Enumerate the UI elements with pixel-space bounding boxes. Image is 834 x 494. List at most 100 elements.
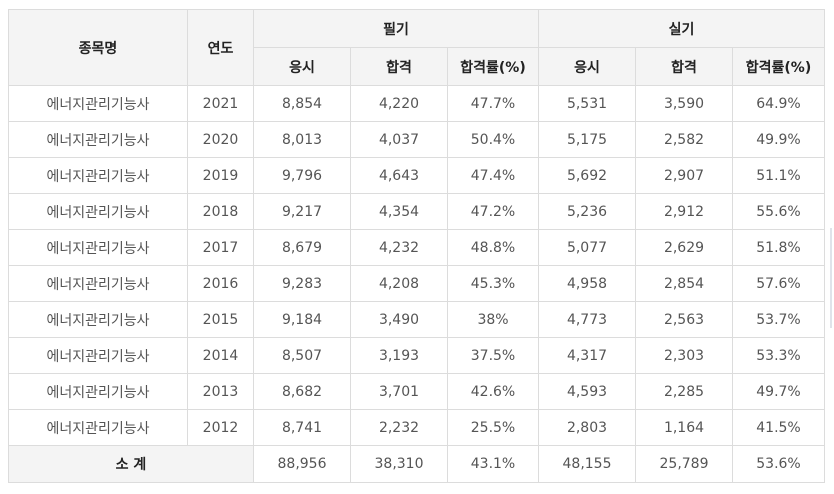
- practical-rate-cell: 55.6%: [732, 193, 825, 230]
- total-practical-applicants: 48,155: [538, 445, 636, 483]
- header-practical-rate: 합격률(%): [732, 47, 825, 86]
- written-applicants-cell: 9,283: [253, 265, 351, 302]
- item-name-cell: 에너지관리기능사: [8, 193, 188, 230]
- practical-rate-cell: 49.9%: [732, 121, 825, 158]
- table-row: 에너지관리기능사 2015 9,184 3,490 38% 4,773 2,563 53.7%: [8, 301, 825, 338]
- table-row: 에너지관리기능사 2020 8,013 4,037 50.4% 5,175 2,582 49.…: [8, 121, 825, 158]
- table-row: 에너지관리기능사 2018 9,217 4,354 47.2% 5,236 2,912 55.…: [8, 193, 825, 230]
- practical-passed-cell: 2,303: [635, 337, 733, 374]
- practical-passed-cell: 3,590: [635, 85, 733, 122]
- item-name-cell: 에너지관리기능사: [8, 229, 188, 266]
- item-name-cell: 에너지관리기능사: [8, 301, 188, 338]
- written-passed-cell: 4,208: [350, 265, 448, 302]
- written-applicants-cell: 8,682: [253, 373, 351, 410]
- practical-rate-cell: 53.3%: [732, 337, 825, 374]
- header-written-rate: 합격률(%): [447, 47, 539, 86]
- written-passed-cell: 2,232: [350, 409, 448, 446]
- practical-passed-cell: 2,563: [635, 301, 733, 338]
- practical-applicants-cell: 2,803: [538, 409, 636, 446]
- written-passed-cell: 4,037: [350, 121, 448, 158]
- item-name-cell: 에너지관리기능사: [8, 265, 188, 302]
- written-rate-cell: 37.5%: [447, 337, 539, 374]
- practical-passed-cell: 2,912: [635, 193, 733, 230]
- table-row: 에너지관리기능사 2016 9,283 4,208 45.3% 4,958 2,854 57.…: [8, 265, 825, 302]
- item-name-cell: 에너지관리기능사: [8, 409, 188, 446]
- year-cell: 2021: [187, 85, 254, 122]
- practical-rate-cell: 51.8%: [732, 229, 825, 266]
- year-cell: 2013: [187, 373, 254, 410]
- written-rate-cell: 25.5%: [447, 409, 539, 446]
- written-applicants-cell: 9,217: [253, 193, 351, 230]
- written-applicants-cell: 8,507: [253, 337, 351, 374]
- header-year: 연도: [187, 9, 254, 86]
- table-row: 에너지관리기능사 2021 8,854 4,220 47.7% 5,531 3,590 64.…: [8, 85, 825, 122]
- written-passed-cell: 4,220: [350, 85, 448, 122]
- header-written-applicants: 응시: [253, 47, 351, 86]
- practical-rate-cell: 41.5%: [732, 409, 825, 446]
- written-rate-cell: 50.4%: [447, 121, 539, 158]
- total-practical-rate: 53.6%: [732, 445, 825, 483]
- practical-applicants-cell: 5,077: [538, 229, 636, 266]
- written-rate-cell: 38%: [447, 301, 539, 338]
- written-applicants-cell: 9,796: [253, 157, 351, 194]
- header-practical-applicants: 응시: [538, 47, 636, 86]
- written-passed-cell: 4,354: [350, 193, 448, 230]
- table-row: 에너지관리기능사 2017 8,679 4,232 48.8% 5,077 2,629 51.…: [8, 229, 825, 266]
- written-rate-cell: 47.2%: [447, 193, 539, 230]
- table-header: 종목명 연도 필기 실기 응시 합격 합격률(%) 응시 합격 합격률(%): [8, 9, 825, 86]
- practical-applicants-cell: 4,593: [538, 373, 636, 410]
- header-practical: 실기: [538, 9, 825, 48]
- written-rate-cell: 47.4%: [447, 157, 539, 194]
- table-row: 에너지관리기능사 2012 8,741 2,232 25.5% 2,803 1,164 41.…: [8, 409, 825, 446]
- year-cell: 2020: [187, 121, 254, 158]
- written-passed-cell: 4,232: [350, 229, 448, 266]
- practical-passed-cell: 2,285: [635, 373, 733, 410]
- practical-applicants-cell: 4,773: [538, 301, 636, 338]
- year-cell: 2014: [187, 337, 254, 374]
- practical-passed-cell: 2,582: [635, 121, 733, 158]
- item-name-cell: 에너지관리기능사: [8, 121, 188, 158]
- year-cell: 2018: [187, 193, 254, 230]
- item-name-cell: 에너지관리기능사: [8, 157, 188, 194]
- exam-stats-table-container: 종목명 연도 필기 실기 응시 합격 합격률(%) 응시 합격 합격률(%) 에…: [8, 9, 825, 483]
- written-rate-cell: 42.6%: [447, 373, 539, 410]
- item-name-cell: 에너지관리기능사: [8, 373, 188, 410]
- header-written: 필기: [253, 9, 539, 48]
- practical-passed-cell: 2,629: [635, 229, 733, 266]
- year-cell: 2016: [187, 265, 254, 302]
- practical-applicants-cell: 5,531: [538, 85, 636, 122]
- item-name-cell: 에너지관리기능사: [8, 85, 188, 122]
- practical-applicants-cell: 5,692: [538, 157, 636, 194]
- header-practical-passed: 합격: [635, 47, 733, 86]
- year-cell: 2017: [187, 229, 254, 266]
- practical-applicants-cell: 5,175: [538, 121, 636, 158]
- table-row: 에너지관리기능사 2019 9,796 4,643 47.4% 5,692 2,907 51.…: [8, 157, 825, 194]
- written-applicants-cell: 9,184: [253, 301, 351, 338]
- table-row: 에너지관리기능사 2013 8,682 3,701 42.6% 4,593 2,285 49.…: [8, 373, 825, 410]
- header-item-name: 종목명: [8, 9, 188, 86]
- table-row: 에너지관리기능사 2014 8,507 3,193 37.5% 4,317 2,303 53.…: [8, 337, 825, 374]
- total-label: 소 계: [8, 445, 254, 483]
- practical-rate-cell: 49.7%: [732, 373, 825, 410]
- practical-passed-cell: 1,164: [635, 409, 733, 446]
- total-row: 소 계 88,956 38,310 43.1% 48,155 25,789 53…: [8, 445, 825, 483]
- item-name-cell: 에너지관리기능사: [8, 337, 188, 374]
- written-passed-cell: 4,643: [350, 157, 448, 194]
- practical-rate-cell: 51.1%: [732, 157, 825, 194]
- written-applicants-cell: 8,013: [253, 121, 351, 158]
- written-applicants-cell: 8,679: [253, 229, 351, 266]
- table-body: 에너지관리기능사 2021 8,854 4,220 47.7% 5,531 3,590 64.…: [8, 85, 825, 446]
- table-footer: 소 계 88,956 38,310 43.1% 48,155 25,789 53…: [8, 445, 825, 483]
- header-written-passed: 합격: [350, 47, 448, 86]
- written-passed-cell: 3,490: [350, 301, 448, 338]
- scroll-edge-indicator: [830, 228, 832, 328]
- written-rate-cell: 48.8%: [447, 229, 539, 266]
- exam-stats-table: 종목명 연도 필기 실기 응시 합격 합격률(%) 응시 합격 합격률(%) 에…: [8, 9, 825, 483]
- practical-rate-cell: 53.7%: [732, 301, 825, 338]
- practical-applicants-cell: 5,236: [538, 193, 636, 230]
- total-written-applicants: 88,956: [253, 445, 351, 483]
- total-written-passed: 38,310: [350, 445, 448, 483]
- practical-applicants-cell: 4,317: [538, 337, 636, 374]
- written-rate-cell: 47.7%: [447, 85, 539, 122]
- practical-applicants-cell: 4,958: [538, 265, 636, 302]
